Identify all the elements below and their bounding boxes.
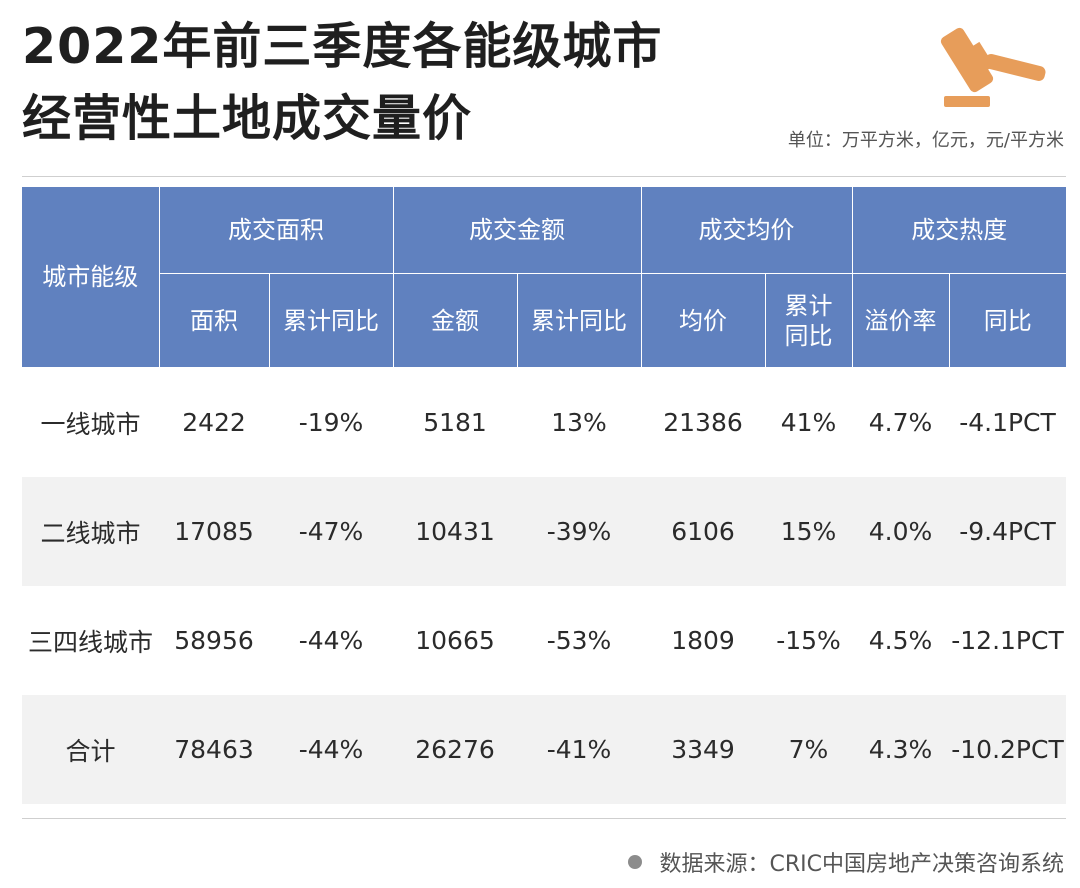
corner-header: 城市能级 <box>22 187 160 368</box>
table-cell: -41% <box>517 695 641 804</box>
table-cell: 1809 <box>671 626 735 655</box>
table-cell: -10.2PCT <box>949 695 1066 804</box>
group-header-avg-price: 成交均价 <box>640 187 853 274</box>
table-cell: 10431 <box>393 477 517 586</box>
group-header-heat: 成交热度 <box>851 187 1066 274</box>
city-tier-cell: 一线城市 <box>40 409 141 439</box>
title-line-2: 经营性土地成交量价 <box>22 90 473 147</box>
table-row: 一线城市 2422 -19% 5181 13% 21386 41% 4.7% -… <box>22 368 1066 478</box>
table-cell: 6106 <box>641 477 765 586</box>
table-cell: -47% <box>269 477 393 586</box>
gavel-icon <box>940 27 1046 107</box>
sub-header-amount: 金额 <box>392 273 518 368</box>
table-cell: 2422 <box>182 408 246 437</box>
sub-header-area: 面积 <box>158 273 270 368</box>
table-cell: 4.5% <box>868 626 933 655</box>
table-cell: 4.0% <box>852 477 949 586</box>
table-cell: -19% <box>298 408 364 437</box>
sub-header-heat-yoy: 同比 <box>948 273 1066 368</box>
table-cell: -44% <box>298 626 364 655</box>
table-row: 二线城市 17085 -47% 10431 -39% 6106 15% 4.0%… <box>22 477 1066 586</box>
group-header-amount: 成交金额 <box>392 187 642 274</box>
table-cell: 7% <box>765 695 852 804</box>
table-cell: 13% <box>551 408 607 437</box>
table-cell: 5181 <box>423 408 487 437</box>
table-cell: 58956 <box>174 626 254 655</box>
table-cell: 4.3% <box>852 695 949 804</box>
table-cell: -12.1PCT <box>951 626 1064 655</box>
table-cell: -9.4PCT <box>949 477 1066 586</box>
sub-header-avg-price: 均价 <box>640 273 766 368</box>
unit-label: 单位：万平方米，亿元，元/平方米 <box>787 130 1064 151</box>
table-cell: 4.7% <box>868 408 933 437</box>
group-header-area: 成交面积 <box>158 187 394 274</box>
table-cell: 78463 <box>159 695 269 804</box>
table-cell: -44% <box>269 695 393 804</box>
table-cell: 10665 <box>415 626 495 655</box>
sub-header-premium-rate: 溢价率 <box>851 273 950 368</box>
table-cell: 26276 <box>393 695 517 804</box>
bullet-dot-icon <box>627 855 642 869</box>
table-cell: 3349 <box>641 695 765 804</box>
table-cell: -15% <box>776 626 841 655</box>
source-text: 数据来源：CRIC中国房地产决策咨询系统 <box>659 852 1065 877</box>
sub-header-area-yoy: 累计同比 <box>268 273 394 368</box>
table-cell: 21386 <box>663 408 743 437</box>
table-cell: -53% <box>546 626 612 655</box>
top-divider <box>22 176 1066 177</box>
source-note: 数据来源：CRIC中国房地产决策咨询系统 <box>627 846 1065 878</box>
table-cell: 15% <box>765 477 852 586</box>
city-tier-cell: 二线城市 <box>22 477 159 586</box>
sub-header-amount-yoy: 累计同比 <box>516 273 642 368</box>
title-line-1: 2022年前三季度各能级城市 <box>22 18 663 75</box>
table-row: 三四线城市 58956 -44% 10665 -53% 1809 -15% 4.… <box>22 586 1066 695</box>
land-transaction-table: 城市能级 成交面积 成交金额 成交均价 成交热度 面积 累计同比 金额 累计同比… <box>22 187 1066 804</box>
table-cell: 17085 <box>159 477 269 586</box>
city-tier-cell: 合计 <box>22 695 159 804</box>
bottom-divider <box>22 818 1066 819</box>
header-row-subs: 面积 累计同比 金额 累计同比 均价 累计同比 溢价率 同比 <box>22 273 1066 368</box>
sub-header-avg-price-yoy: 累计同比 <box>764 273 853 368</box>
table-row: 合计 78463 -44% 26276 -41% 3349 7% 4.3% -1… <box>22 695 1066 804</box>
city-tier-cell: 三四线城市 <box>27 627 153 657</box>
header-row-groups: 城市能级 成交面积 成交金额 成交均价 成交热度 <box>22 187 1066 368</box>
table-cell: -39% <box>517 477 641 586</box>
table-cell: 41% <box>780 408 837 437</box>
table-cell: -4.1PCT <box>959 408 1056 437</box>
